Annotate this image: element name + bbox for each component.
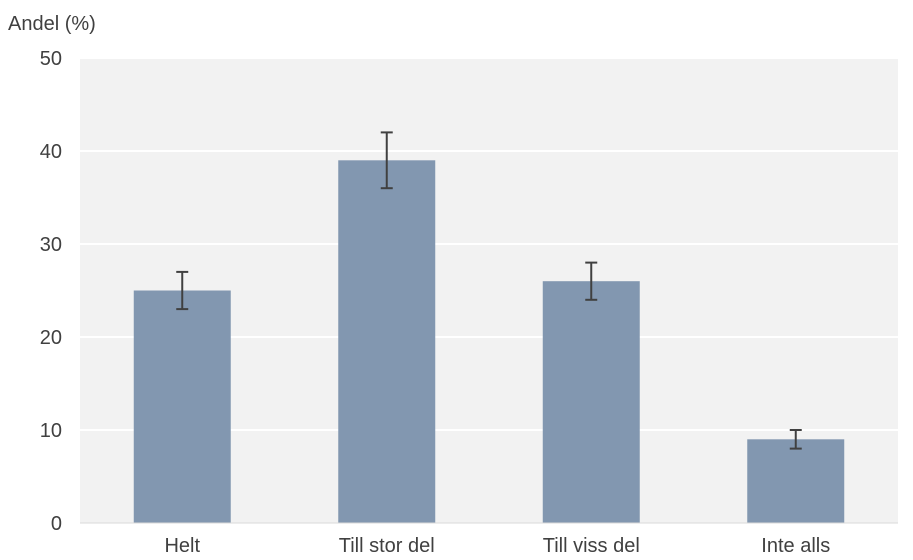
bars xyxy=(133,160,845,524)
y-axis-title: Andel (%) xyxy=(8,13,96,35)
bar xyxy=(542,281,640,523)
error-bar xyxy=(585,261,598,301)
y-tick-label: 30 xyxy=(40,234,62,256)
x-category-label: Inte alls xyxy=(761,535,830,557)
error-bar xyxy=(380,131,393,190)
x-category-label: Helt xyxy=(164,535,200,557)
x-category-label: Till viss del xyxy=(543,535,640,557)
error-bar xyxy=(789,429,802,450)
y-tick-label: 10 xyxy=(40,420,62,442)
y-tick-label: 20 xyxy=(40,327,62,349)
x-axis-labels: Helt Till stor del Till viss del Inte alls xyxy=(164,535,830,557)
y-axis-ticks: 0 10 20 30 40 50 xyxy=(40,48,62,535)
bar xyxy=(747,439,845,523)
error-bar xyxy=(176,270,189,311)
bar xyxy=(133,290,231,523)
x-category-label: Till stor del xyxy=(339,535,435,557)
bar xyxy=(338,160,436,524)
y-tick-label: 50 xyxy=(40,48,62,70)
y-tick-label: 40 xyxy=(40,141,62,163)
error-bars xyxy=(176,131,802,450)
y-tick-label: 0 xyxy=(51,513,62,535)
